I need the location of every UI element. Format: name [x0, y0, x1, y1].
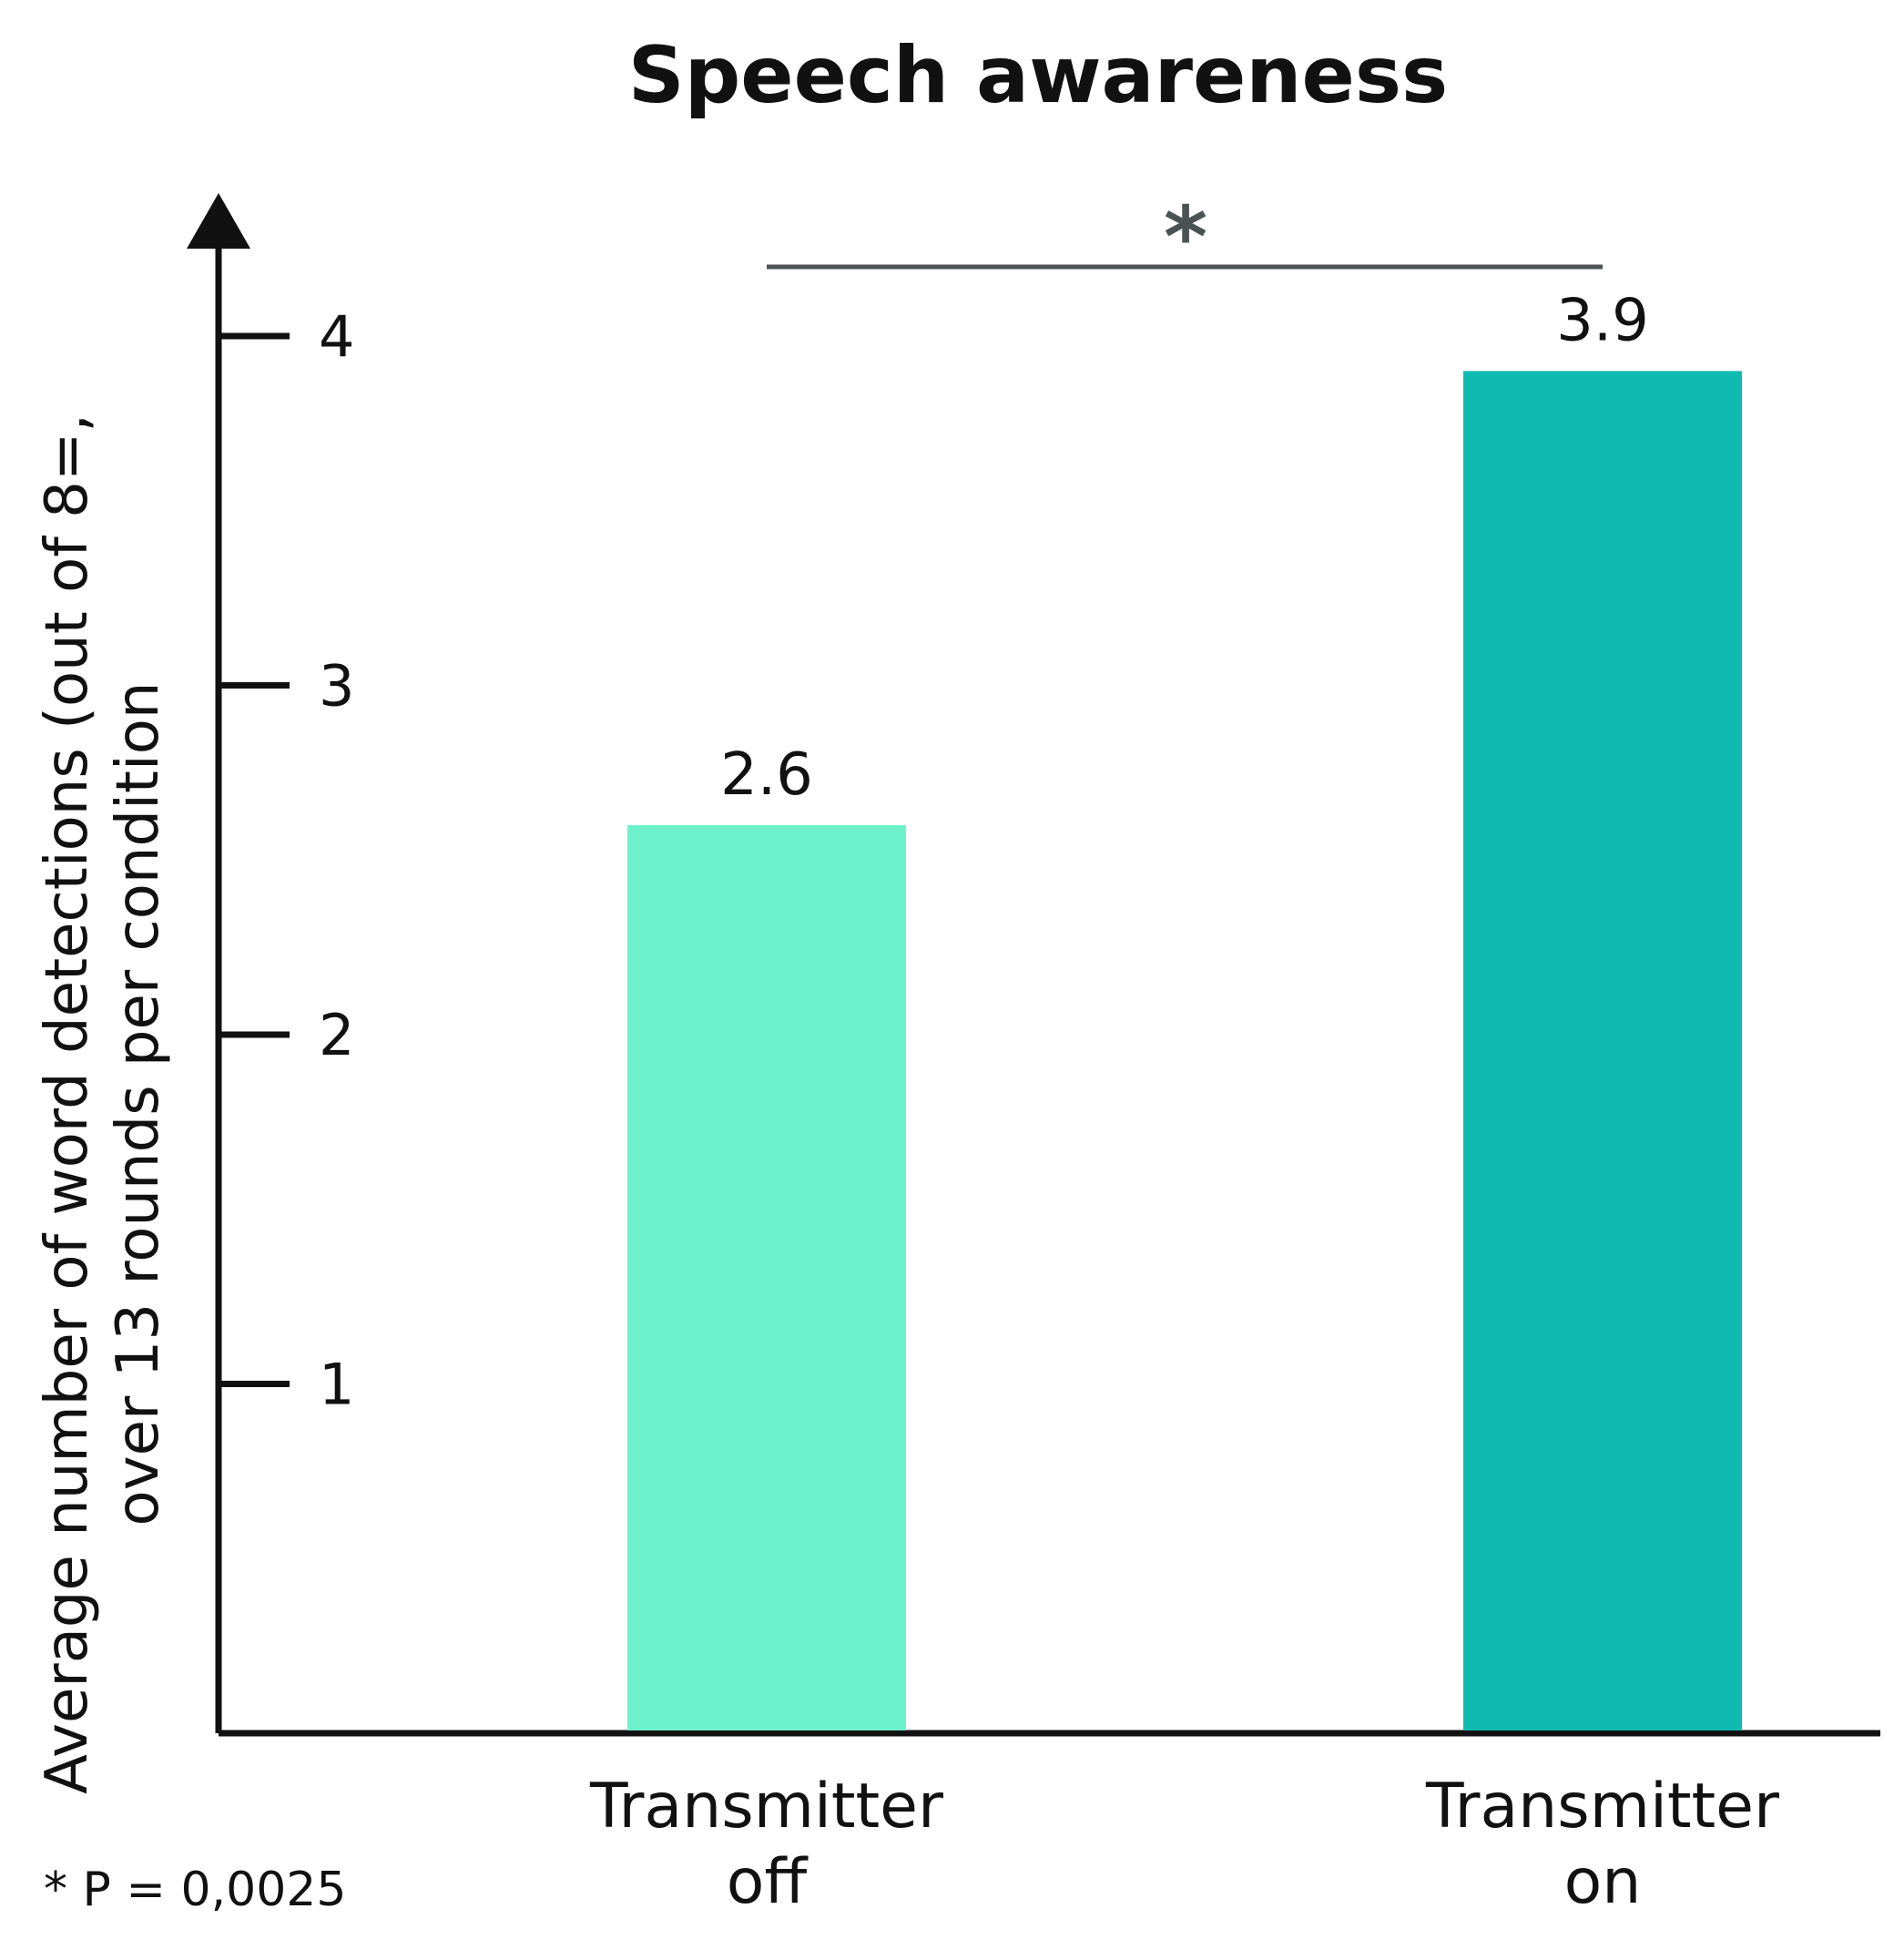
value-labels: 2.6 3.9	[720, 287, 1649, 809]
category-label-0-line-0: Transmitter	[589, 1771, 943, 1843]
y-ticks: 1 2 3 4	[219, 303, 354, 1418]
y-tick-label-3: 3	[319, 653, 354, 720]
chart-title: Speech awareness	[628, 30, 1448, 121]
bars	[627, 371, 1742, 1731]
value-label-0: 2.6	[720, 741, 813, 809]
footnote: * P = 0,0025	[44, 1863, 346, 1917]
y-axis-arrow	[187, 193, 250, 249]
y-axis-label-line-1: Average number of word detections (out o…	[34, 413, 101, 1794]
significance-marker: *	[1164, 189, 1207, 286]
y-tick-label-4: 4	[319, 303, 354, 370]
value-label-1: 3.9	[1556, 287, 1649, 354]
bar-0	[627, 824, 906, 1730]
y-axis-label-line-2: over 13 rounds per condition	[105, 682, 172, 1526]
category-label-1-line-0: Transmitter	[1425, 1771, 1779, 1843]
y-tick-label-1: 1	[319, 1352, 354, 1418]
y-tick-label-2: 2	[319, 1002, 354, 1068]
category-label-1-line-1: on	[1564, 1846, 1642, 1918]
y-axis-label: Average number of word detections (out o…	[34, 413, 172, 1794]
category-label-0-line-1: off	[727, 1846, 810, 1918]
bar-1	[1463, 371, 1742, 1731]
significance-bracket: *	[767, 189, 1603, 286]
